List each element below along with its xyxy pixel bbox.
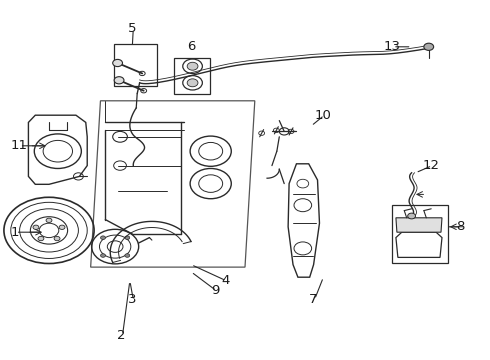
Circle shape (113, 59, 122, 67)
Circle shape (424, 43, 434, 50)
Bar (114, 44, 157, 86)
Circle shape (100, 236, 105, 239)
Circle shape (187, 79, 198, 87)
Circle shape (59, 225, 65, 229)
Text: 11: 11 (10, 139, 27, 152)
Text: 13: 13 (384, 40, 400, 53)
Circle shape (114, 77, 124, 84)
Circle shape (33, 225, 39, 229)
Text: 6: 6 (187, 40, 196, 53)
Circle shape (100, 254, 105, 257)
Circle shape (187, 62, 198, 70)
Bar (174, 58, 210, 94)
Text: 2: 2 (117, 329, 126, 342)
Polygon shape (396, 218, 442, 232)
Circle shape (408, 213, 416, 219)
Text: 12: 12 (423, 159, 440, 172)
Circle shape (125, 254, 130, 257)
Bar (392, 205, 448, 263)
Circle shape (46, 218, 52, 222)
Text: 10: 10 (315, 109, 332, 122)
Circle shape (125, 236, 130, 239)
Circle shape (38, 237, 44, 241)
Text: 7: 7 (309, 293, 318, 306)
Text: 3: 3 (128, 293, 137, 306)
Text: 4: 4 (221, 274, 230, 287)
Text: 1: 1 (10, 226, 19, 239)
Circle shape (54, 237, 60, 241)
Text: 9: 9 (211, 284, 220, 297)
Text: 5: 5 (128, 22, 137, 35)
Text: 8: 8 (456, 220, 465, 233)
